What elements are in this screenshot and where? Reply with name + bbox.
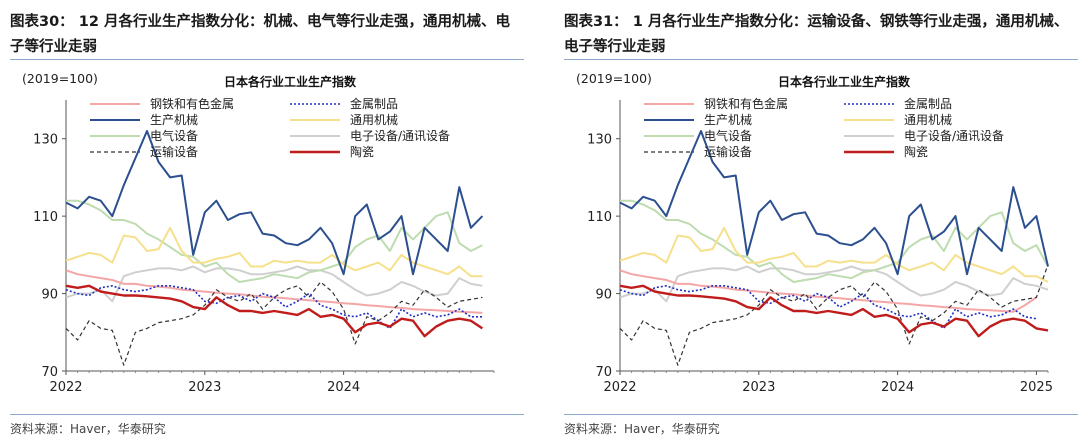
- legend-label: 电气设备: [150, 128, 198, 143]
- unit-label: (2019=100): [22, 71, 98, 86]
- legend-label: 通用机械: [904, 112, 952, 127]
- series-line-6: [619, 264, 1049, 366]
- y-tick-label: 110: [587, 210, 612, 225]
- y-tick-label: 70: [41, 365, 58, 380]
- y-tick-label: 90: [41, 288, 58, 303]
- y-tick-label: 90: [595, 288, 612, 303]
- series-line-2: [619, 130, 1049, 276]
- series-line-7: [619, 284, 1049, 338]
- x-tick-label: 2023: [742, 380, 775, 395]
- series-line-6: [65, 281, 483, 366]
- series-line-5: [619, 265, 1049, 303]
- series-line-4: [620, 199, 1049, 283]
- legend-label: 钢铁和有色金属: [704, 96, 788, 111]
- series-line-1: [619, 285, 1037, 330]
- chart-title: 日本各行业工业生产指数: [224, 74, 357, 89]
- source-note: 资料来源：Haver，华泰研究: [564, 422, 720, 436]
- series-line-2: [65, 130, 484, 276]
- line-chart: (2019=100) 日本各行业工业生产指数 70 90 110 130 2022 2023 2…: [576, 71, 1053, 395]
- x-tick-label: 2023: [188, 380, 221, 395]
- bottom-rule: [564, 414, 1078, 415]
- top-rule: [10, 59, 524, 60]
- chart-title: 日本各行业工业生产指数: [778, 74, 911, 89]
- figure-panel-30: 图表30： 12 月各行业生产指数分化：机械、电气等行业走强，通用机械、电子等行…: [0, 0, 526, 446]
- legend-label: 通用机械: [350, 112, 398, 127]
- series-line-7: [65, 284, 484, 338]
- legend-label: 金属制品: [350, 96, 398, 111]
- legend-label: 电子设备/通讯设备: [350, 129, 450, 143]
- legend-label: 钢铁和有色金属: [150, 96, 234, 111]
- legend-label: 运输设备: [150, 144, 198, 159]
- series-line-5: [65, 265, 483, 303]
- top-rule: [564, 59, 1078, 60]
- x-tick-label: 2025: [1020, 380, 1053, 395]
- y-tick-label: 130: [587, 133, 612, 148]
- y-tick-label: 110: [33, 210, 58, 225]
- series-line-4: [66, 199, 483, 283]
- series-line-3: [619, 226, 1049, 283]
- bottom-rule: [10, 414, 524, 415]
- figure-panel-31: 图表31： 1 月各行业生产指数分化：运输设备、钢铁等行业走强，通用机械、电子等…: [554, 0, 1080, 446]
- legend-label: 电气设备: [704, 128, 752, 143]
- series-line-1: [65, 285, 483, 330]
- figure-title: 图表30： 12 月各行业生产指数分化：机械、电气等行业走强，通用机械、电子等行…: [10, 14, 510, 55]
- figure-title: 图表31： 1 月各行业生产指数分化：运输设备、钢铁等行业走强，通用机械、电子等…: [564, 14, 1069, 55]
- legend-label: 运输设备: [704, 144, 752, 159]
- source-note: 资料来源：Haver，华泰研究: [10, 422, 166, 436]
- legend-label: 金属制品: [904, 96, 952, 111]
- y-tick-label: 130: [33, 133, 58, 148]
- series-line-3: [65, 226, 483, 278]
- series-line-0: [65, 269, 483, 314]
- x-tick-label: 2024: [327, 380, 360, 395]
- x-tick-label: 2022: [603, 380, 636, 395]
- legend-label: 陶瓷: [904, 144, 928, 159]
- x-tick-label: 2024: [881, 380, 914, 395]
- line-chart: (2019=100) 日本各行业工业生产指数 70 90 110 130 2022 2023 2…: [22, 71, 495, 395]
- legend-label: 生产机械: [704, 112, 752, 127]
- series-line-0: [619, 269, 1037, 313]
- legend-label: 陶瓷: [350, 144, 374, 159]
- legend-label: 电子设备/通讯设备: [904, 129, 1004, 143]
- unit-label: (2019=100): [576, 71, 652, 86]
- legend-label: 生产机械: [150, 112, 198, 127]
- y-tick-label: 70: [595, 365, 612, 380]
- x-tick-label: 2022: [49, 380, 82, 395]
